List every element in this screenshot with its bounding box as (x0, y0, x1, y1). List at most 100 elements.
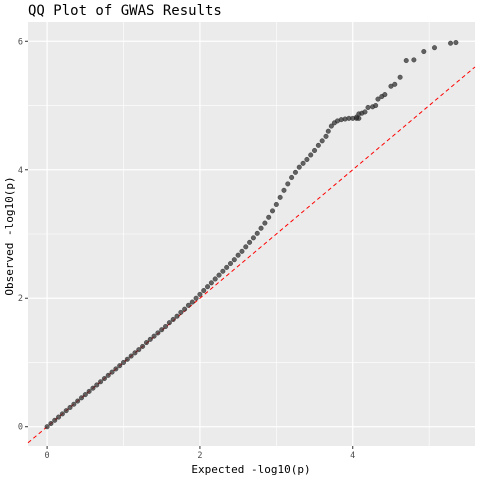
data-point (197, 291, 203, 297)
reference-line-layer (27, 66, 476, 444)
data-point (235, 252, 241, 258)
reference-line-y-equals-x (27, 66, 476, 444)
data-point (182, 306, 188, 312)
data-point (453, 40, 459, 46)
data-point (319, 138, 325, 144)
data-point (98, 379, 104, 385)
data-point (44, 424, 50, 430)
data-point (315, 142, 321, 148)
data-point (78, 395, 85, 401)
data-point (56, 414, 62, 420)
data-point (155, 330, 161, 336)
data-point (59, 411, 65, 417)
data-point (243, 244, 249, 250)
data-point (281, 187, 287, 193)
data-point (421, 49, 427, 55)
data-point (362, 109, 368, 115)
data-point (208, 280, 214, 286)
data-point (109, 369, 115, 375)
chart-title: QQ Plot of GWAS Results (28, 3, 222, 19)
x-tick-label: 2 (197, 451, 202, 461)
data-point (269, 208, 276, 214)
data-point (300, 160, 306, 166)
data-point (63, 408, 69, 414)
data-point (147, 336, 153, 342)
data-point (48, 420, 54, 427)
data-point (231, 257, 237, 263)
data-point (185, 302, 192, 308)
data-point (277, 194, 283, 200)
data-point (285, 181, 291, 187)
data-point (296, 164, 302, 170)
data-point (174, 313, 180, 319)
data-point (382, 92, 388, 98)
data-point (132, 350, 138, 356)
data-point (447, 40, 454, 46)
data-point (328, 123, 334, 129)
data-point (94, 382, 100, 388)
data-point (159, 327, 165, 333)
points-layer (44, 40, 459, 430)
data-point (227, 261, 234, 267)
data-point (205, 284, 211, 290)
data-point (292, 169, 298, 175)
data-point (166, 320, 172, 326)
data-point (239, 248, 245, 254)
data-point (220, 268, 226, 274)
data-point (247, 239, 253, 245)
y-tick-label: 4 (18, 166, 23, 176)
x-axis-title: Expected -log10(p) (191, 463, 310, 476)
data-point (67, 404, 73, 411)
data-point (86, 388, 92, 394)
data-point (308, 152, 314, 158)
data-point (113, 366, 119, 372)
data-point (304, 156, 310, 163)
data-point (273, 201, 279, 207)
data-point (375, 96, 381, 102)
data-point (117, 363, 123, 369)
data-point (193, 295, 199, 301)
data-point (201, 287, 207, 294)
x-tick-label: 4 (350, 451, 355, 461)
data-point (105, 372, 111, 378)
data-point (411, 57, 417, 63)
y-tick-label: 0 (18, 423, 23, 433)
data-point (178, 309, 184, 315)
data-point (216, 272, 222, 278)
x-axis: 0 2 4 (45, 446, 355, 461)
data-point (162, 323, 169, 330)
data-point (254, 230, 260, 236)
data-point (151, 333, 157, 339)
data-point (262, 220, 268, 226)
data-point (189, 299, 195, 305)
data-point (170, 316, 176, 322)
data-point (392, 81, 398, 87)
data-point (258, 225, 264, 231)
data-point (120, 359, 127, 366)
data-point (136, 347, 142, 353)
data-point (323, 133, 329, 139)
y-tick-label: 6 (18, 37, 23, 47)
y-axis-title: Observed -log10(p) (3, 176, 16, 295)
data-point (325, 128, 331, 134)
data-point (397, 74, 403, 80)
data-point (373, 102, 379, 109)
data-point (52, 417, 58, 423)
data-point (124, 356, 130, 362)
data-point (212, 276, 218, 282)
data-point (266, 214, 272, 220)
data-point (101, 375, 107, 382)
data-point (71, 401, 77, 407)
data-point (311, 147, 318, 154)
data-point (75, 398, 81, 404)
data-point (90, 385, 96, 391)
x-tick-label: 0 (45, 451, 50, 461)
data-point (128, 353, 134, 359)
grid-layer (28, 22, 475, 446)
data-point (431, 45, 438, 51)
data-point (250, 235, 256, 241)
y-tick-label: 2 (18, 294, 23, 304)
data-point (140, 343, 146, 349)
